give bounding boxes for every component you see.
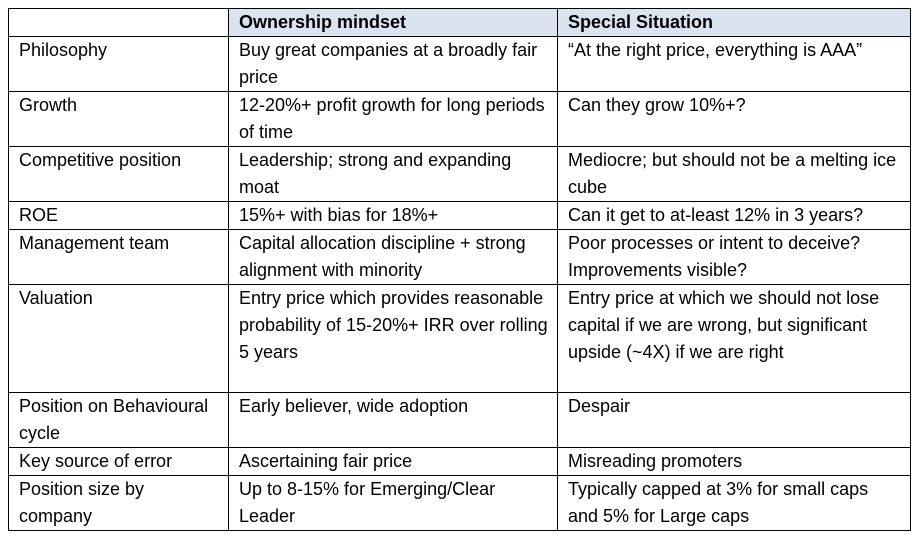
ownership-cell: 12-20%+ profit growth for long periods o… [228,91,558,147]
cell-text: Growth [19,95,78,115]
ownership-cell: Buy great companies at a broadly fair pr… [228,36,558,92]
cell-text: Capital allocation discipline + strong a… [239,233,526,280]
cell-text: Early believer, wide adoption [239,396,469,416]
cell-text: Can it get to at-least 12% in 3 years? [568,205,864,225]
cell-text: Management team [19,233,170,253]
cell-text: Poor processes or intent to deceive? Imp… [568,233,861,280]
cell-text: Buy great companies at a broadly fair pr… [239,40,538,87]
cell-text: Valuation [19,288,93,308]
ownership-cell: 15%+ with bias for 18%+ [228,201,558,230]
comparison-table: Ownership mindset Special Situation Phil… [8,8,911,531]
table-row: Competitive position Leadership; strong … [8,146,911,202]
special-situation-cell: Misreading promoters [557,447,911,476]
special-situation-cell: Entry price at which we should not lose … [557,284,911,393]
table-header: Ownership mindset Special Situation [8,8,911,37]
table-row: Growth 12-20%+ profit growth for long pe… [8,91,911,147]
cell-text: Entry price at which we should not lose … [568,288,880,362]
row-label-management-team: Management team [8,229,229,285]
cell-text: Up to 8-15% for Emerging/Clear Leader [239,479,496,526]
ownership-cell: Up to 8-15% for Emerging/Clear Leader [228,475,558,531]
table-row: Valuation Entry price which provides rea… [8,284,911,393]
special-situation-cell: Mediocre; but should not be a melting ic… [557,146,911,202]
cell-text: Despair [568,396,631,416]
row-label-philosophy: Philosophy [8,36,229,92]
row-label-position-size-by-company: Position size by company [8,475,229,531]
ownership-cell: Entry price which provides reasonable pr… [228,284,558,393]
cell-text: ROE [19,205,59,225]
ownership-cell: Capital allocation discipline + strong a… [228,229,558,285]
special-situation-cell: Poor processes or intent to deceive? Imp… [557,229,911,285]
table-row: Philosophy Buy great companies at a broa… [8,36,911,92]
cell-text: 12-20%+ profit growth for long periods o… [239,95,545,142]
cell-text: Ascertaining fair price [239,451,413,471]
header-row: Ownership mindset Special Situation [8,8,911,37]
header-corner-cell [8,8,229,37]
cell-text: 15%+ with bias for 18%+ [239,205,439,225]
cell-text: Competitive position [19,150,182,170]
cell-text: “At the right price, everything is AAA” [568,40,863,60]
table-row: Position size by company Up to 8-15% for… [8,475,911,531]
table-row: Management team Capital allocation disci… [8,229,911,285]
cell-text: Position on Behavioural cycle [19,396,209,443]
table-row: Position on Behavioural cycle Early beli… [8,392,911,448]
row-label-key-source-of-error: Key source of error [8,447,229,476]
row-label-competitive-position: Competitive position [8,146,229,202]
special-situation-cell: Can it get to at-least 12% in 3 years? [557,201,911,230]
header-ownership-mindset: Ownership mindset [228,8,558,37]
row-label-growth: Growth [8,91,229,147]
special-situation-cell: “At the right price, everything is AAA” [557,36,911,92]
row-label-valuation: Valuation [8,284,229,393]
ownership-cell: Ascertaining fair price [228,447,558,476]
cell-text: Philosophy [19,40,108,60]
row-label-roe: ROE [8,201,229,230]
header-special-situation: Special Situation [557,8,911,37]
cell-text: Mediocre; but should not be a melting ic… [568,150,897,197]
cell-text: Entry price which provides reasonable pr… [239,288,548,362]
row-label-position-on-behavioural-cycle: Position on Behavioural cycle [8,392,229,448]
cell-text: Leadership; strong and expanding moat [239,150,512,197]
table-body: Philosophy Buy great companies at a broa… [8,36,911,531]
table-row: Key source of error Ascertaining fair pr… [8,447,911,476]
special-situation-cell: Typically capped at 3% for small caps an… [557,475,911,531]
table-row: ROE 15%+ with bias for 18%+ Can it get t… [8,201,911,230]
cell-text: Typically capped at 3% for small caps an… [568,479,869,526]
ownership-cell: Leadership; strong and expanding moat [228,146,558,202]
ownership-cell: Early believer, wide adoption [228,392,558,448]
cell-text: Can they grow 10%+? [568,95,746,115]
cell-text: Position size by company [19,479,145,526]
special-situation-cell: Despair [557,392,911,448]
comparison-table-container: Ownership mindset Special Situation Phil… [8,8,911,531]
cell-text: Key source of error [19,451,173,471]
special-situation-cell: Can they grow 10%+? [557,91,911,147]
cell-text: Misreading promoters [568,451,743,471]
